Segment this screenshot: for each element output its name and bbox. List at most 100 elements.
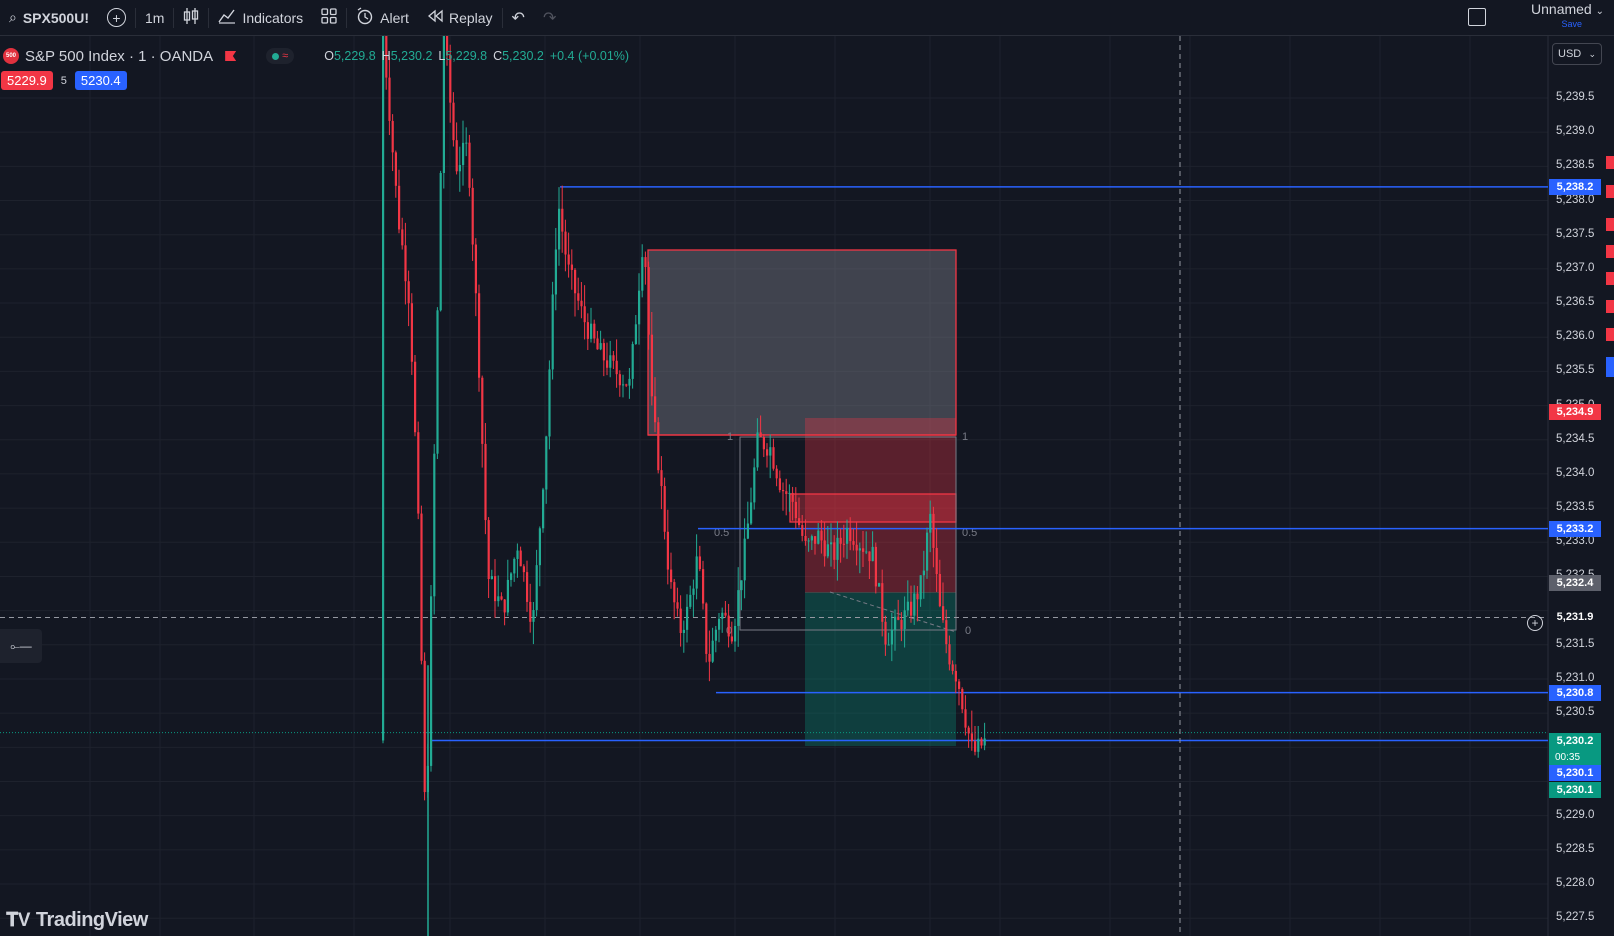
candle-body	[398, 185, 401, 230]
save-label[interactable]: Save	[1561, 19, 1582, 29]
candle-body	[919, 575, 922, 600]
tradingview-logo[interactable]: 𝐓V TradingView	[6, 909, 148, 932]
candle-body	[967, 727, 970, 734]
market-status[interactable]: ≈	[266, 48, 295, 64]
layout-menu[interactable]: Unnamed ⌄ Save	[1531, 2, 1604, 31]
candle-body	[894, 616, 897, 630]
buy-button[interactable]: 5230.4	[74, 71, 127, 90]
fib-label-1: 1	[727, 431, 733, 443]
alert-button[interactable]: Alert	[347, 0, 418, 35]
candle-body	[535, 565, 538, 611]
candle-body	[657, 422, 660, 471]
undo-button[interactable]: ↶	[503, 0, 534, 35]
candle-body	[874, 546, 877, 587]
price-badge-gray[interactable]: 5,232.4	[1549, 575, 1601, 592]
candle-body	[679, 608, 682, 634]
alert-label: Alert	[380, 9, 409, 26]
symbol-logo: 500	[3, 48, 19, 64]
candle-body	[385, 32, 388, 78]
market-open-dot	[272, 52, 280, 60]
price-badge-cross[interactable]: 5,231.9	[1549, 609, 1601, 626]
price-badge-blue[interactable]: 5,230.8	[1549, 684, 1601, 701]
candle-body	[804, 535, 807, 541]
candle-body	[618, 374, 621, 386]
fullscreen-icon[interactable]	[1468, 8, 1486, 26]
price-tick-label: 5,235.5	[1556, 364, 1595, 377]
flag-icon[interactable]	[225, 51, 237, 61]
candle-body	[577, 293, 580, 301]
candle-body	[785, 491, 788, 495]
supply-zone-box	[647, 249, 957, 436]
currency-select[interactable]: USD ⌄	[1552, 43, 1602, 65]
candle-body	[554, 249, 557, 295]
candle-body	[714, 629, 717, 641]
price-tick-label: 5,237.0	[1556, 261, 1595, 274]
price-badge-blue[interactable]: 5,233.2	[1549, 520, 1601, 537]
sell-button[interactable]: 5229.9	[1, 71, 53, 90]
price-badge-blue[interactable]: 5,230.1	[1549, 765, 1601, 781]
candle-body	[916, 593, 919, 600]
candle-body	[702, 569, 705, 604]
candle-body	[596, 338, 599, 350]
logo-text: TradingView	[35, 909, 148, 931]
candle-body	[551, 294, 554, 370]
symbol-title[interactable]: S&P 500 Index · 1 · OANDA	[25, 47, 214, 65]
low-value: 5,229.8	[445, 49, 488, 63]
price-tick-label: 5,234.5	[1556, 432, 1595, 445]
drawing-toolbar-toggle[interactable]: ⟜—	[0, 629, 42, 663]
candle-body	[622, 384, 625, 386]
price-badge-red[interactable]: 5,234.9	[1549, 404, 1601, 421]
candle-body	[494, 576, 497, 602]
price-tick-label: 5,230.5	[1556, 706, 1595, 719]
candle-body	[708, 653, 711, 662]
price-badge-green[interactable]: 5,230.1	[1549, 782, 1601, 798]
candle-body	[503, 599, 506, 613]
candle-body	[526, 572, 529, 602]
interval-button[interactable]: 1m	[136, 0, 173, 35]
candle-body	[506, 579, 509, 613]
candle-body	[945, 620, 948, 645]
candle-body	[862, 548, 865, 552]
take-profit-box	[805, 592, 956, 746]
edge-marker	[1606, 156, 1614, 169]
indicators-button[interactable]: Indicators	[209, 0, 312, 35]
chart-type-button[interactable]	[174, 0, 208, 35]
compare-button[interactable]: +	[98, 0, 135, 35]
candle-body	[897, 616, 900, 620]
candle-body	[538, 528, 541, 566]
candle-body	[510, 573, 513, 580]
add-alert-icon[interactable]: +	[1527, 615, 1543, 631]
candle-body	[740, 580, 743, 591]
candle-body	[970, 733, 973, 742]
symbol-label: SPX500U!	[22, 9, 89, 26]
candle-body	[682, 629, 685, 634]
candle-body	[638, 290, 641, 325]
redo-button[interactable]: ↷	[534, 0, 565, 35]
candle-body	[746, 523, 749, 539]
price-tick-label: 5,231.0	[1556, 671, 1595, 684]
templates-button[interactable]	[312, 0, 346, 35]
candle-body	[743, 538, 746, 581]
candle-body	[676, 602, 679, 609]
candle-body	[958, 681, 961, 689]
replay-button[interactable]: Replay	[418, 0, 502, 35]
candle-body	[513, 558, 516, 574]
candle-body	[974, 741, 977, 752]
candle-body	[542, 489, 545, 529]
toolbar-divider	[501, 7, 503, 28]
price-badge-blue[interactable]: 5,238.2	[1549, 178, 1601, 195]
candle-body	[388, 77, 391, 121]
candle-body	[932, 513, 935, 548]
candle-body	[522, 566, 525, 573]
candle-body	[759, 432, 762, 438]
interval-label: 1m	[145, 9, 165, 26]
candle-body	[695, 556, 698, 589]
price-badge-green[interactable]: 5,230.2	[1549, 733, 1601, 749]
currency-label: USD	[1558, 48, 1582, 60]
candle-body	[913, 593, 916, 616]
candle-body	[490, 576, 493, 580]
symbol-search[interactable]: ⌕ SPX500U!	[0, 0, 98, 35]
edge-marker	[1606, 328, 1614, 341]
chart-legend: 500 S&P 500 Index · 1 · OANDA ≈ O5,229.8…	[0, 45, 629, 67]
